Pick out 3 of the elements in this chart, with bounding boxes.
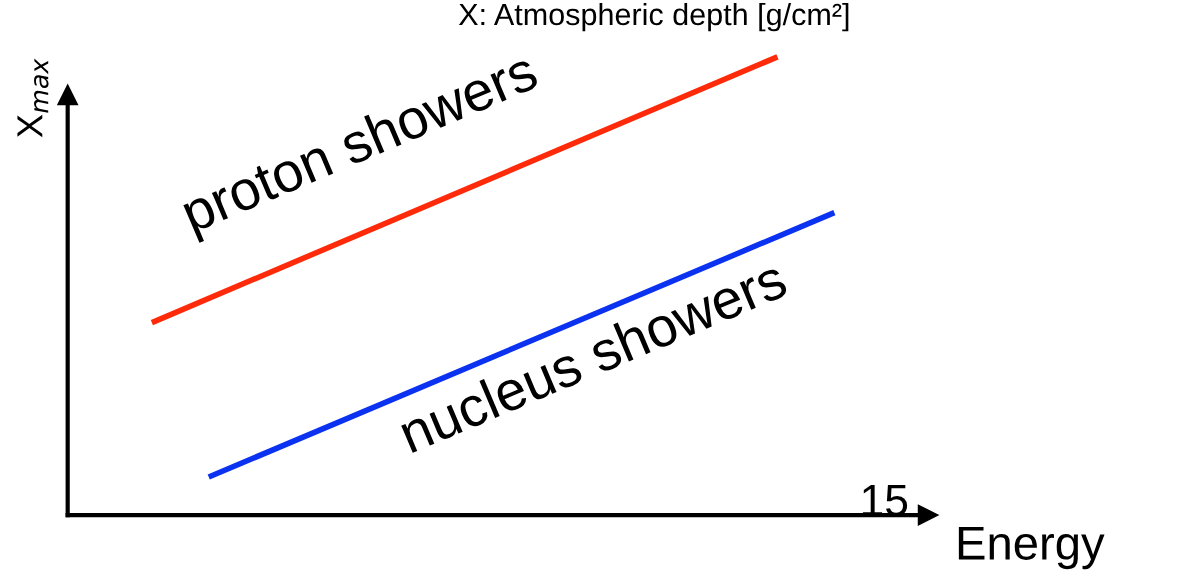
chart-title: X: Atmospheric depth [g/cm²] <box>458 2 849 32</box>
x-axis-title: Energy <box>958 526 1105 570</box>
y-axis-title: X$_{max}$ <box>17 58 49 138</box>
